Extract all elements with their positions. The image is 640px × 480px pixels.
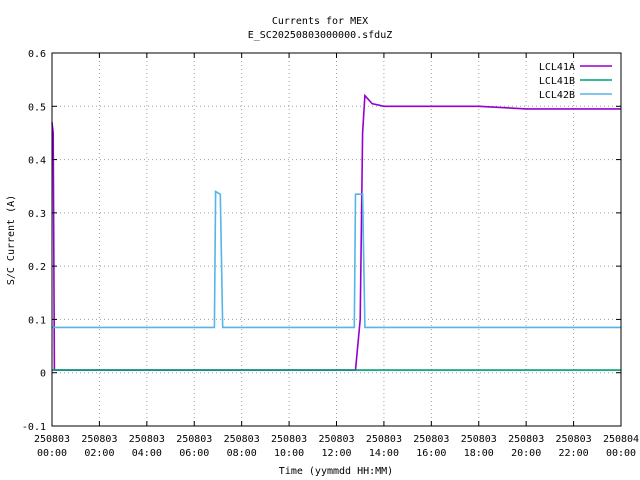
y-tick-label: 0.2 xyxy=(28,262,46,273)
x-tick-time-label: 00:00 xyxy=(37,448,67,459)
x-tick-time-label: 22:00 xyxy=(559,448,589,459)
y-tick-label: 0.3 xyxy=(28,209,46,220)
legend-label: LCL42B xyxy=(539,90,575,101)
x-tick-time-label: 12:00 xyxy=(321,448,351,459)
x-tick-date-label: 250803 xyxy=(461,434,497,445)
x-tick-time-label: 02:00 xyxy=(84,448,114,459)
x-tick-date-label: 250803 xyxy=(556,434,592,445)
y-tick-label: 0.5 xyxy=(28,102,46,113)
series-line-lcl41a xyxy=(51,93,621,371)
legend-label: LCL41A xyxy=(539,62,575,73)
x-tick-time-label: 10:00 xyxy=(274,448,304,459)
legend: LCL41A LCL41B LCL42B xyxy=(539,62,612,101)
y-tick-label: -0.1 xyxy=(22,422,46,433)
y-tick-label: 0.4 xyxy=(28,156,46,167)
y-axis-label: S/C Current (A) xyxy=(6,195,17,285)
tick-layer: -0.1 0 0.1 0.2 0.3 0.4 0.5 0.6 250803 00:00 250803… xyxy=(22,49,639,459)
x-tick-time-label: 20:00 xyxy=(511,448,541,459)
x-tick-date-label: 250803 xyxy=(508,434,544,445)
y-tick-label: 0.6 xyxy=(28,49,46,60)
series-line-lcl42b xyxy=(52,190,621,329)
x-tick-time-label: 14:00 xyxy=(369,448,399,459)
x-axis-label: Time (yymmdd HH:MM) xyxy=(279,466,393,477)
x-tick-date-label: 250803 xyxy=(366,434,402,445)
x-tick-date-label: 250803 xyxy=(318,434,354,445)
x-tick-date-label: 250804 xyxy=(603,434,639,445)
y-tick-label: 0 xyxy=(40,369,46,380)
legend-label: LCL41B xyxy=(539,76,575,87)
x-tick-date-label: 250803 xyxy=(176,434,212,445)
x-tick-date-label: 250803 xyxy=(271,434,307,445)
x-tick-time-label: 08:00 xyxy=(227,448,257,459)
x-tick-time-label: 06:00 xyxy=(179,448,209,459)
x-tick-time-label: 04:00 xyxy=(132,448,162,459)
x-tick-time-label: 18:00 xyxy=(464,448,494,459)
chart-title: Currents for MEX xyxy=(272,16,368,27)
chart-subtitle: E_SC20250803000000.sfduZ xyxy=(248,30,393,41)
x-tick-date-label: 250803 xyxy=(129,434,165,445)
x-tick-date-label: 250803 xyxy=(224,434,260,445)
x-tick-date-label: 250803 xyxy=(413,434,449,445)
x-tick-date-label: 250803 xyxy=(34,434,70,445)
x-tick-time-label: 00:00 xyxy=(606,448,636,459)
x-tick-time-label: 16:00 xyxy=(416,448,446,459)
series-layer xyxy=(51,93,621,371)
y-tick-label: 0.1 xyxy=(28,315,46,326)
x-tick-date-label: 250803 xyxy=(81,434,117,445)
